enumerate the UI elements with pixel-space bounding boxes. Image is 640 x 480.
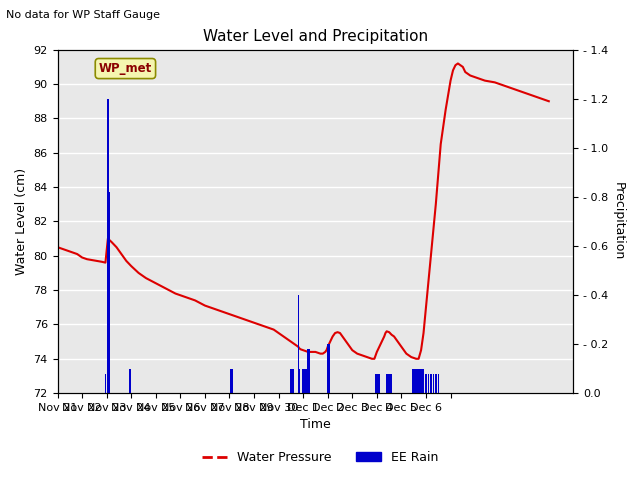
X-axis label: Time: Time <box>300 419 331 432</box>
Bar <box>417 369 418 393</box>
Bar <box>230 369 232 393</box>
Bar <box>303 369 305 393</box>
Bar <box>417 369 419 393</box>
Bar <box>417 369 419 393</box>
Text: No data for WP Staff Gauge: No data for WP Staff Gauge <box>6 10 161 20</box>
Bar <box>425 373 427 393</box>
Bar <box>438 373 439 393</box>
Bar <box>307 349 309 393</box>
Bar <box>299 369 300 393</box>
Bar <box>306 369 308 393</box>
Bar <box>390 373 391 393</box>
Bar <box>422 369 424 393</box>
Bar <box>375 373 376 393</box>
Bar <box>413 369 415 393</box>
Legend: Water Pressure, EE Rain: Water Pressure, EE Rain <box>196 446 444 469</box>
Bar <box>305 369 307 393</box>
Bar <box>378 373 379 393</box>
Bar <box>298 295 299 393</box>
Bar <box>108 192 110 393</box>
Bar <box>428 373 429 393</box>
Bar <box>414 369 415 393</box>
Bar <box>433 373 434 393</box>
Bar <box>421 369 422 393</box>
Bar <box>415 369 417 393</box>
Bar <box>231 369 233 393</box>
Bar <box>387 373 388 393</box>
Bar <box>430 373 431 393</box>
Bar <box>423 373 424 393</box>
Bar <box>418 369 419 393</box>
Bar <box>386 373 387 393</box>
Y-axis label: Precipitation: Precipitation <box>612 182 625 261</box>
Bar <box>412 369 413 393</box>
Bar <box>376 373 378 393</box>
Bar <box>422 369 423 393</box>
Bar <box>415 369 417 393</box>
Bar <box>420 369 422 393</box>
Bar <box>327 344 328 393</box>
Bar <box>105 373 106 393</box>
Bar <box>415 369 416 393</box>
Bar <box>419 369 420 393</box>
Bar <box>129 369 131 393</box>
Bar <box>435 373 436 393</box>
Bar <box>328 344 330 393</box>
Bar <box>107 99 109 393</box>
Bar <box>416 369 417 393</box>
Bar <box>308 349 310 393</box>
Title: Water Level and Precipitation: Water Level and Precipitation <box>203 29 428 44</box>
Bar <box>379 373 380 393</box>
Bar <box>303 369 304 393</box>
Bar <box>420 369 421 393</box>
Bar <box>419 369 421 393</box>
Text: WP_met: WP_met <box>99 62 152 75</box>
Bar <box>291 369 293 393</box>
Bar <box>413 369 415 393</box>
Bar <box>292 369 294 393</box>
Bar <box>290 369 292 393</box>
Bar <box>421 369 423 393</box>
Bar <box>391 373 392 393</box>
Bar <box>388 373 390 393</box>
Bar <box>419 369 420 393</box>
Y-axis label: Water Level (cm): Water Level (cm) <box>15 168 28 275</box>
